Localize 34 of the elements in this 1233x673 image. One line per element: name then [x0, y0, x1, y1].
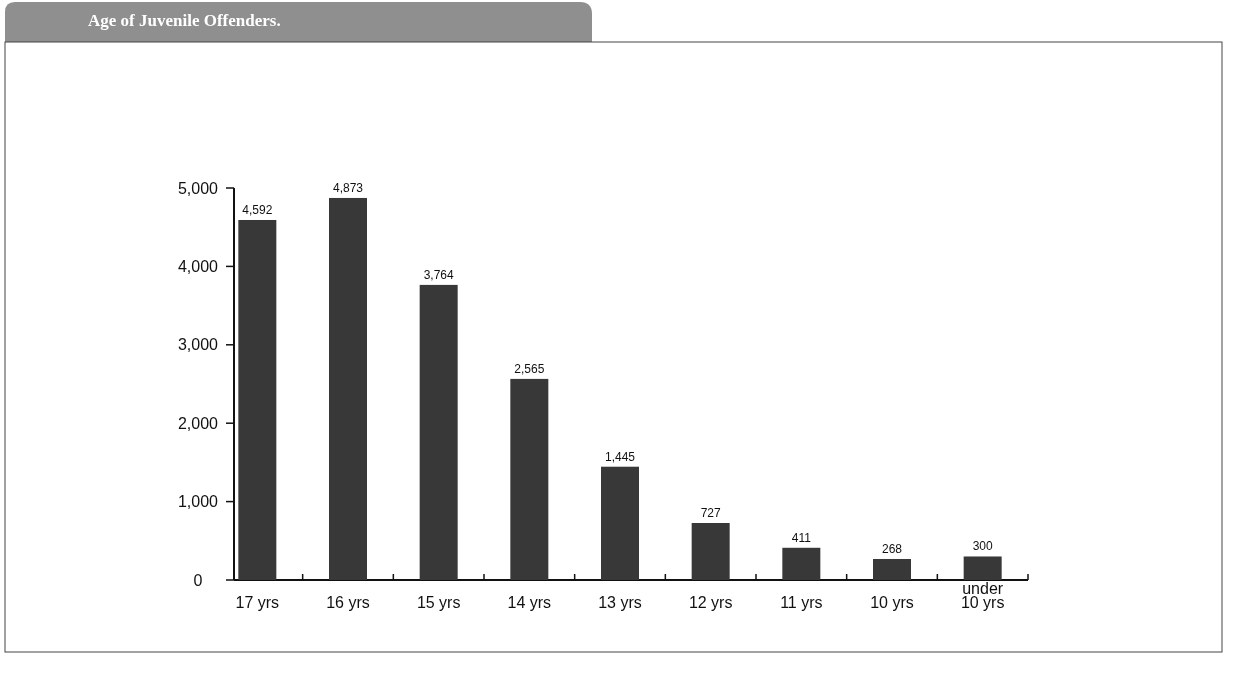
bar [782, 547, 821, 580]
y-tick-label: 1,000 [177, 493, 219, 511]
bar [329, 197, 367, 580]
x-tick-label: 10 yrs [870, 594, 914, 611]
bar [419, 284, 458, 580]
bar [691, 523, 730, 580]
x-tick-label: 11 yrs [780, 594, 823, 611]
chart-title: Age of Juvenile Offenders. [88, 11, 281, 30]
data-label: 268 [881, 541, 903, 556]
data-label: 727 [700, 506, 721, 520]
x-tick-label: under 10 yrs [960, 580, 1005, 611]
y-tick-label: 3,000 [177, 336, 219, 354]
data-label: 2,565 [514, 361, 545, 376]
data-label: 4,873 [332, 180, 364, 195]
y-tick-label: 2,000 [177, 414, 219, 432]
x-tick-label: 17 yrs [235, 594, 280, 611]
x-tick-label: 15 yrs [416, 594, 461, 611]
x-tick-label: 16 yrs [326, 594, 370, 611]
data-label: 3,764 [423, 267, 455, 282]
data-label: 411 [791, 530, 812, 545]
bar [601, 466, 639, 580]
bar [873, 558, 911, 580]
data-label: 4,592 [242, 202, 273, 217]
y-tick-label: 0 [193, 571, 203, 589]
data-label: 1,445 [604, 449, 636, 464]
x-tick-label: 12 yrs [688, 594, 733, 611]
x-tick-label: 13 yrs [598, 594, 642, 611]
bar [510, 378, 549, 580]
data-label: 300 [972, 539, 993, 554]
y-tick-label: 4,000 [177, 258, 219, 275]
y-tick-label: 5,000 [177, 179, 219, 197]
x-tick-label: 14 yrs [507, 594, 552, 611]
bar [238, 219, 277, 580]
bar [963, 556, 1002, 580]
